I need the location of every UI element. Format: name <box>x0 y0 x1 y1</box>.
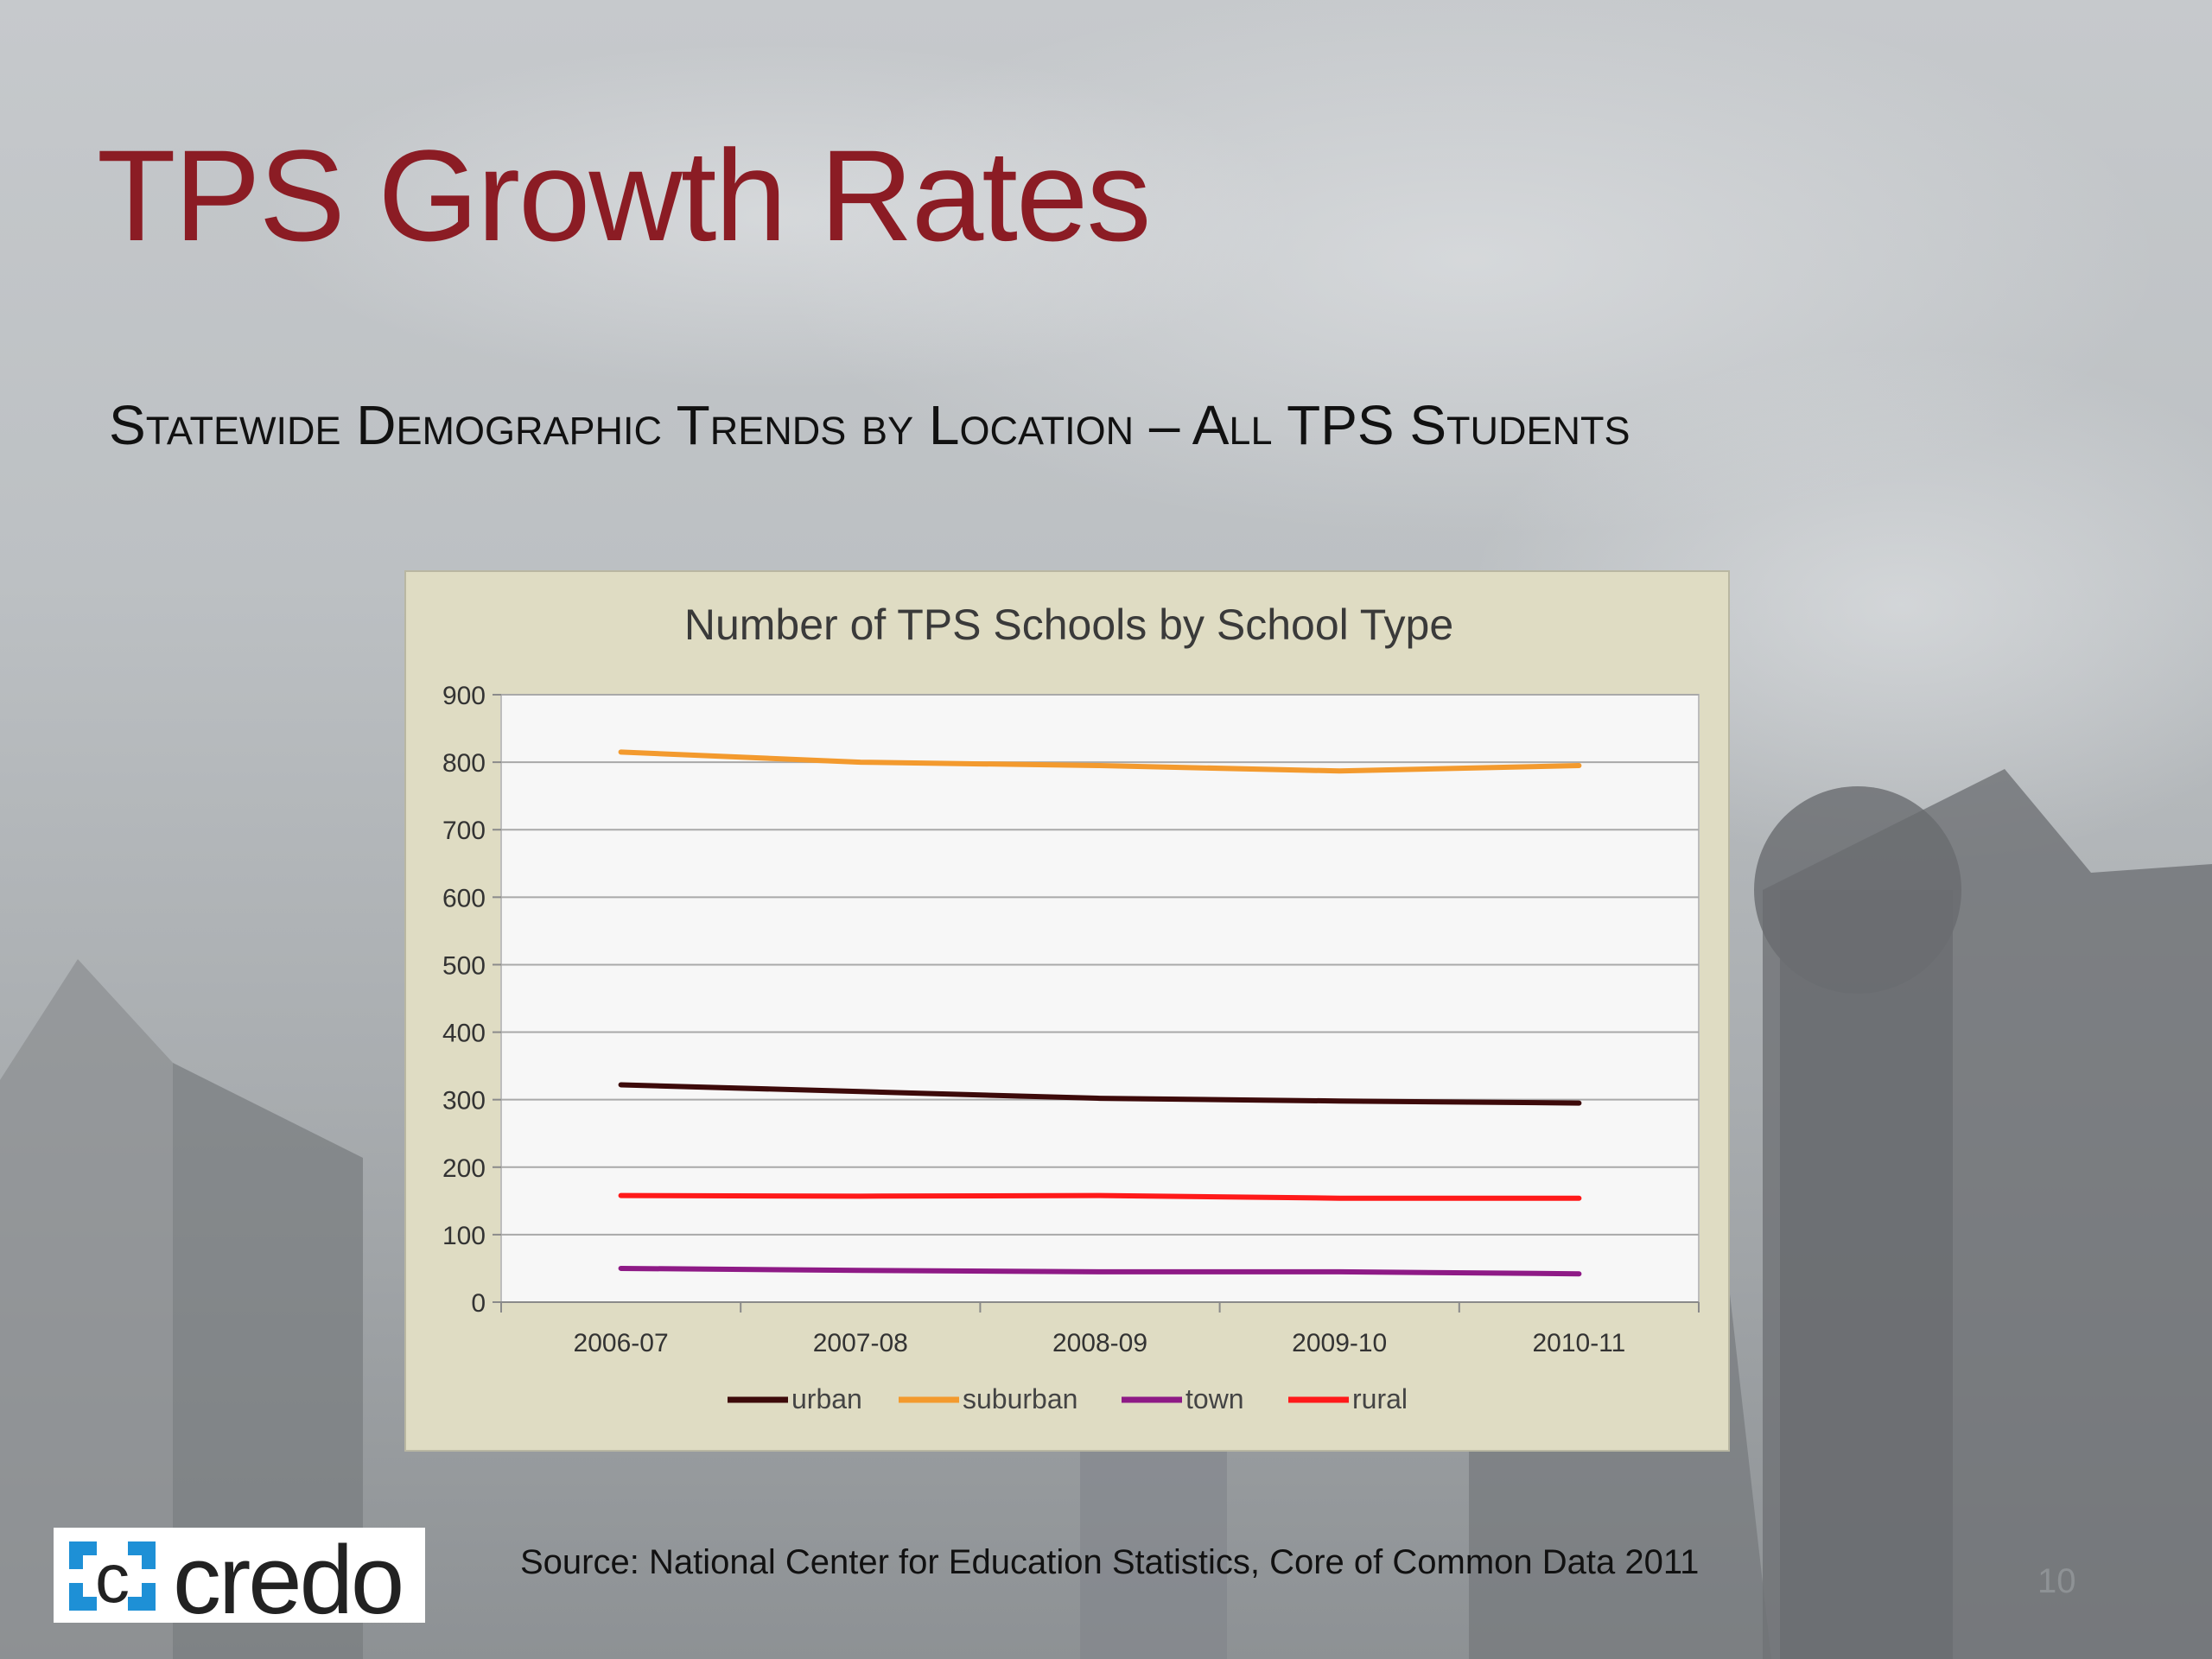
credo-logo-mark-icon: c <box>69 1540 156 1617</box>
y-tick-label: 800 <box>442 749 486 778</box>
series-line-suburban <box>618 749 1582 774</box>
y-tick-label: 200 <box>442 1154 486 1183</box>
x-tick-label: 2007-08 <box>813 1329 908 1357</box>
legend-label-town: town <box>1185 1383 1244 1414</box>
slide-subtitle: Statewide Demographic Trends by Location… <box>109 394 1630 456</box>
svg-text:c: c <box>95 1540 130 1617</box>
slide-title: TPS Growth Rates <box>97 123 1151 268</box>
legend-label-urban: urban <box>791 1383 862 1414</box>
y-tick-label: 500 <box>442 951 486 980</box>
y-tick-label: 300 <box>442 1087 486 1116</box>
source-note: Source: National Center for Education St… <box>520 1543 1700 1581</box>
chart-canvas: Number of TPS Schools by School Type 0 100… <box>442 601 1700 1414</box>
plot-area <box>500 694 1700 1303</box>
y-tick-label: 0 <box>471 1289 486 1318</box>
credo-logo-text: credo <box>173 1526 404 1634</box>
y-tick-label: 700 <box>442 817 486 845</box>
page-number: 10 <box>2037 1562 2076 1600</box>
credo-logo: c credo <box>54 1526 425 1634</box>
chart-title: Number of TPS Schools by School Type <box>684 601 1453 649</box>
y-tick-label: 900 <box>442 682 486 710</box>
series-line-town <box>618 1265 1582 1277</box>
legend-label-rural: rural <box>1352 1383 1408 1414</box>
y-tick-label: 400 <box>442 1020 486 1048</box>
x-tick-label: 2009-10 <box>1292 1329 1387 1357</box>
series-line-rural <box>618 1192 1582 1201</box>
y-tick-label: 100 <box>442 1222 486 1250</box>
line-chart: Number of TPS Schools by School Type 0 100… <box>404 570 1730 1452</box>
x-tick-label: 2010-11 <box>1532 1329 1625 1357</box>
series-line-urban <box>618 1082 1582 1106</box>
legend-label-suburban: suburban <box>963 1383 1077 1414</box>
y-tick-label: 600 <box>442 884 486 912</box>
x-tick-label: 2008-09 <box>1052 1329 1147 1357</box>
x-tick-label: 2006-07 <box>574 1329 669 1357</box>
